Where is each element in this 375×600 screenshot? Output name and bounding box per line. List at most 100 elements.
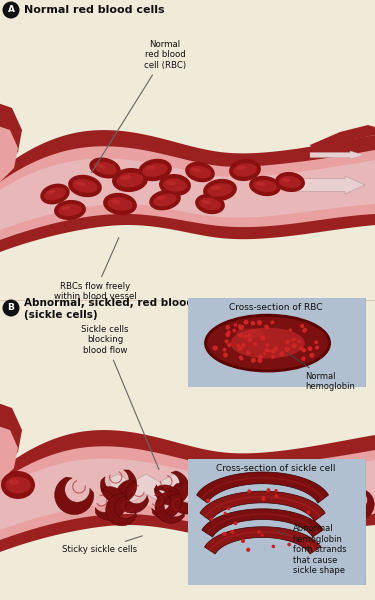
Circle shape xyxy=(242,343,245,347)
Polygon shape xyxy=(0,102,22,170)
Circle shape xyxy=(303,329,306,332)
Polygon shape xyxy=(204,527,321,554)
Circle shape xyxy=(310,353,314,357)
Ellipse shape xyxy=(233,163,257,177)
Polygon shape xyxy=(170,484,203,514)
Ellipse shape xyxy=(192,168,201,172)
Text: Abnormal, sickled, red blood cells
(sickle cells): Abnormal, sickled, red blood cells (sick… xyxy=(24,298,224,320)
Circle shape xyxy=(261,336,265,340)
Circle shape xyxy=(265,349,267,351)
Circle shape xyxy=(288,544,290,545)
Circle shape xyxy=(231,530,234,533)
Circle shape xyxy=(302,349,306,352)
Circle shape xyxy=(251,322,255,325)
Circle shape xyxy=(275,490,277,491)
Circle shape xyxy=(224,512,226,514)
Circle shape xyxy=(266,344,269,346)
Circle shape xyxy=(298,341,300,343)
Circle shape xyxy=(301,325,304,328)
Circle shape xyxy=(275,495,278,497)
Circle shape xyxy=(252,359,254,362)
Ellipse shape xyxy=(203,179,237,201)
Polygon shape xyxy=(200,491,325,521)
Circle shape xyxy=(244,321,247,324)
Circle shape xyxy=(3,1,20,19)
Circle shape xyxy=(228,331,230,333)
Ellipse shape xyxy=(111,200,121,204)
Circle shape xyxy=(242,326,244,328)
Polygon shape xyxy=(202,509,323,537)
Ellipse shape xyxy=(282,178,291,182)
Circle shape xyxy=(228,508,230,509)
Ellipse shape xyxy=(163,178,187,191)
Ellipse shape xyxy=(58,204,82,216)
Ellipse shape xyxy=(159,174,191,196)
Polygon shape xyxy=(269,479,303,511)
Circle shape xyxy=(247,351,250,355)
Circle shape xyxy=(228,344,231,346)
Circle shape xyxy=(223,533,226,535)
Polygon shape xyxy=(250,474,285,505)
Circle shape xyxy=(315,341,317,344)
Circle shape xyxy=(271,321,274,323)
Text: A: A xyxy=(8,5,15,14)
Circle shape xyxy=(272,545,274,548)
Ellipse shape xyxy=(9,479,19,485)
Ellipse shape xyxy=(229,159,261,181)
Text: Normal red blood cells: Normal red blood cells xyxy=(24,5,165,15)
Circle shape xyxy=(262,497,264,499)
Ellipse shape xyxy=(253,180,277,192)
Ellipse shape xyxy=(117,173,144,187)
Ellipse shape xyxy=(103,193,137,215)
Circle shape xyxy=(274,347,277,350)
Circle shape xyxy=(308,511,310,514)
Circle shape xyxy=(280,353,283,356)
Polygon shape xyxy=(106,494,136,526)
Circle shape xyxy=(286,341,289,344)
Ellipse shape xyxy=(249,176,281,196)
Polygon shape xyxy=(0,130,375,252)
Circle shape xyxy=(3,299,20,317)
Circle shape xyxy=(302,357,305,360)
Polygon shape xyxy=(303,468,338,502)
Polygon shape xyxy=(309,495,340,525)
Circle shape xyxy=(248,338,252,341)
Polygon shape xyxy=(155,491,184,523)
Circle shape xyxy=(244,335,247,338)
FancyArrow shape xyxy=(310,151,364,159)
Circle shape xyxy=(300,347,303,350)
Ellipse shape xyxy=(189,166,211,178)
Ellipse shape xyxy=(89,157,121,179)
Polygon shape xyxy=(297,487,328,519)
Circle shape xyxy=(264,352,266,354)
Ellipse shape xyxy=(44,188,66,200)
Ellipse shape xyxy=(185,162,215,182)
Ellipse shape xyxy=(166,181,176,185)
Polygon shape xyxy=(100,470,137,503)
Polygon shape xyxy=(0,146,375,240)
Polygon shape xyxy=(249,484,281,518)
Polygon shape xyxy=(154,471,189,505)
Circle shape xyxy=(316,346,318,349)
Circle shape xyxy=(258,321,261,325)
Circle shape xyxy=(224,353,227,357)
Ellipse shape xyxy=(199,198,221,210)
Circle shape xyxy=(290,329,291,331)
Circle shape xyxy=(242,539,244,542)
Polygon shape xyxy=(55,477,94,515)
Circle shape xyxy=(239,334,242,337)
FancyBboxPatch shape xyxy=(186,458,367,586)
Text: Normal
hemoglobin: Normal hemoglobin xyxy=(288,353,356,391)
FancyBboxPatch shape xyxy=(186,297,367,388)
FancyArrow shape xyxy=(295,176,365,194)
Text: RBCs flow freely
within blood vessel: RBCs flow freely within blood vessel xyxy=(54,238,136,301)
Polygon shape xyxy=(206,491,237,524)
Circle shape xyxy=(248,490,250,493)
Circle shape xyxy=(245,320,248,323)
Polygon shape xyxy=(0,446,375,540)
Circle shape xyxy=(285,347,289,351)
Polygon shape xyxy=(0,426,18,482)
Polygon shape xyxy=(95,487,126,520)
Polygon shape xyxy=(110,474,300,506)
Ellipse shape xyxy=(156,196,166,200)
